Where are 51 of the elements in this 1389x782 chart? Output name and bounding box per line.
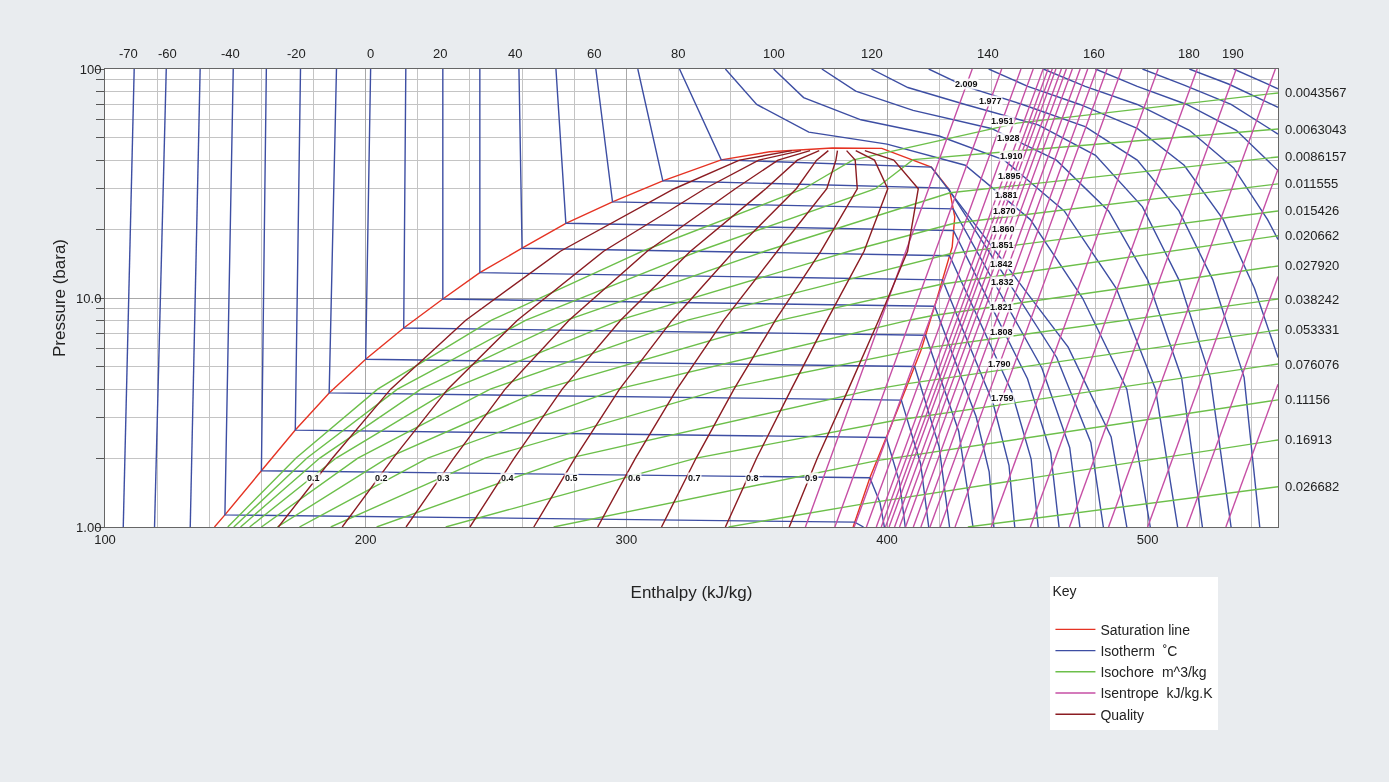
annotation: 160 bbox=[1083, 46, 1105, 61]
annotation: 20 bbox=[433, 46, 448, 61]
annotation: 80 bbox=[671, 46, 686, 61]
annotation: 0.0086157 bbox=[1285, 149, 1347, 164]
y-tick-label: 10.0 bbox=[76, 290, 102, 306]
annotation: 0.053331 bbox=[1285, 322, 1340, 337]
y-tick-label: 100 bbox=[79, 61, 102, 77]
annotation: 0.026682 bbox=[1285, 479, 1340, 494]
annotation: 0.0043567 bbox=[1285, 85, 1347, 100]
legend-label: Isentrope kJ/kg.K bbox=[1100, 685, 1214, 702]
annotation: -60 bbox=[158, 46, 177, 61]
annotation: 0.0063043 bbox=[1285, 122, 1347, 137]
annotation: 0.2 bbox=[375, 473, 388, 483]
annotation: 0.5 bbox=[565, 473, 578, 483]
annotation: 0.015426 bbox=[1285, 203, 1340, 218]
legend-label: Saturation line bbox=[1100, 621, 1191, 638]
annotation: 100 bbox=[763, 46, 785, 61]
annotation: -70 bbox=[119, 46, 138, 61]
annotation: 40 bbox=[508, 46, 523, 61]
annotation: 0.8 bbox=[746, 473, 759, 483]
annotation: 0.4 bbox=[501, 473, 514, 483]
annotation: 0.027920 bbox=[1285, 258, 1340, 273]
x-tick-label: 500 bbox=[1136, 531, 1159, 547]
annotation: 190 bbox=[1222, 46, 1244, 61]
annotation: 0.011555 bbox=[1285, 176, 1339, 191]
x-tick-label: 400 bbox=[876, 531, 898, 547]
annotation: 0.7 bbox=[688, 473, 701, 483]
annotation: 60 bbox=[587, 46, 602, 61]
annotation: 120 bbox=[861, 46, 883, 61]
legend-label: Isotherm ˚C bbox=[1100, 643, 1178, 660]
annotation: 0.1 bbox=[307, 473, 320, 483]
x-tick-label: 200 bbox=[354, 531, 377, 547]
annotation: 0.16913 bbox=[1285, 432, 1332, 447]
legend-label: Isochore m^3/kg bbox=[1100, 664, 1207, 681]
annotation: 0.038242 bbox=[1285, 292, 1340, 307]
legend-label: Quality bbox=[1100, 706, 1145, 723]
annotation: 0.3 bbox=[437, 473, 450, 483]
annotation: -20 bbox=[287, 46, 306, 61]
annotation: 0.9 bbox=[805, 473, 818, 483]
legend-title: Key bbox=[1052, 582, 1077, 599]
annotation: 0.020662 bbox=[1285, 228, 1340, 243]
y-axis-title: Pressure (bara) bbox=[49, 238, 69, 358]
annotation: -40 bbox=[221, 46, 240, 61]
annotation: 0 bbox=[367, 46, 375, 61]
annotation: 0.076076 bbox=[1285, 357, 1340, 372]
annotation: 180 bbox=[1178, 46, 1200, 61]
x-tick-label: 300 bbox=[615, 531, 638, 547]
annotation: 140 bbox=[977, 46, 999, 61]
x-axis-title: Enthalpy (kJ/kg) bbox=[630, 583, 753, 602]
annotation: 0.6 bbox=[628, 473, 641, 483]
annotation: 0.11156 bbox=[1285, 392, 1331, 407]
